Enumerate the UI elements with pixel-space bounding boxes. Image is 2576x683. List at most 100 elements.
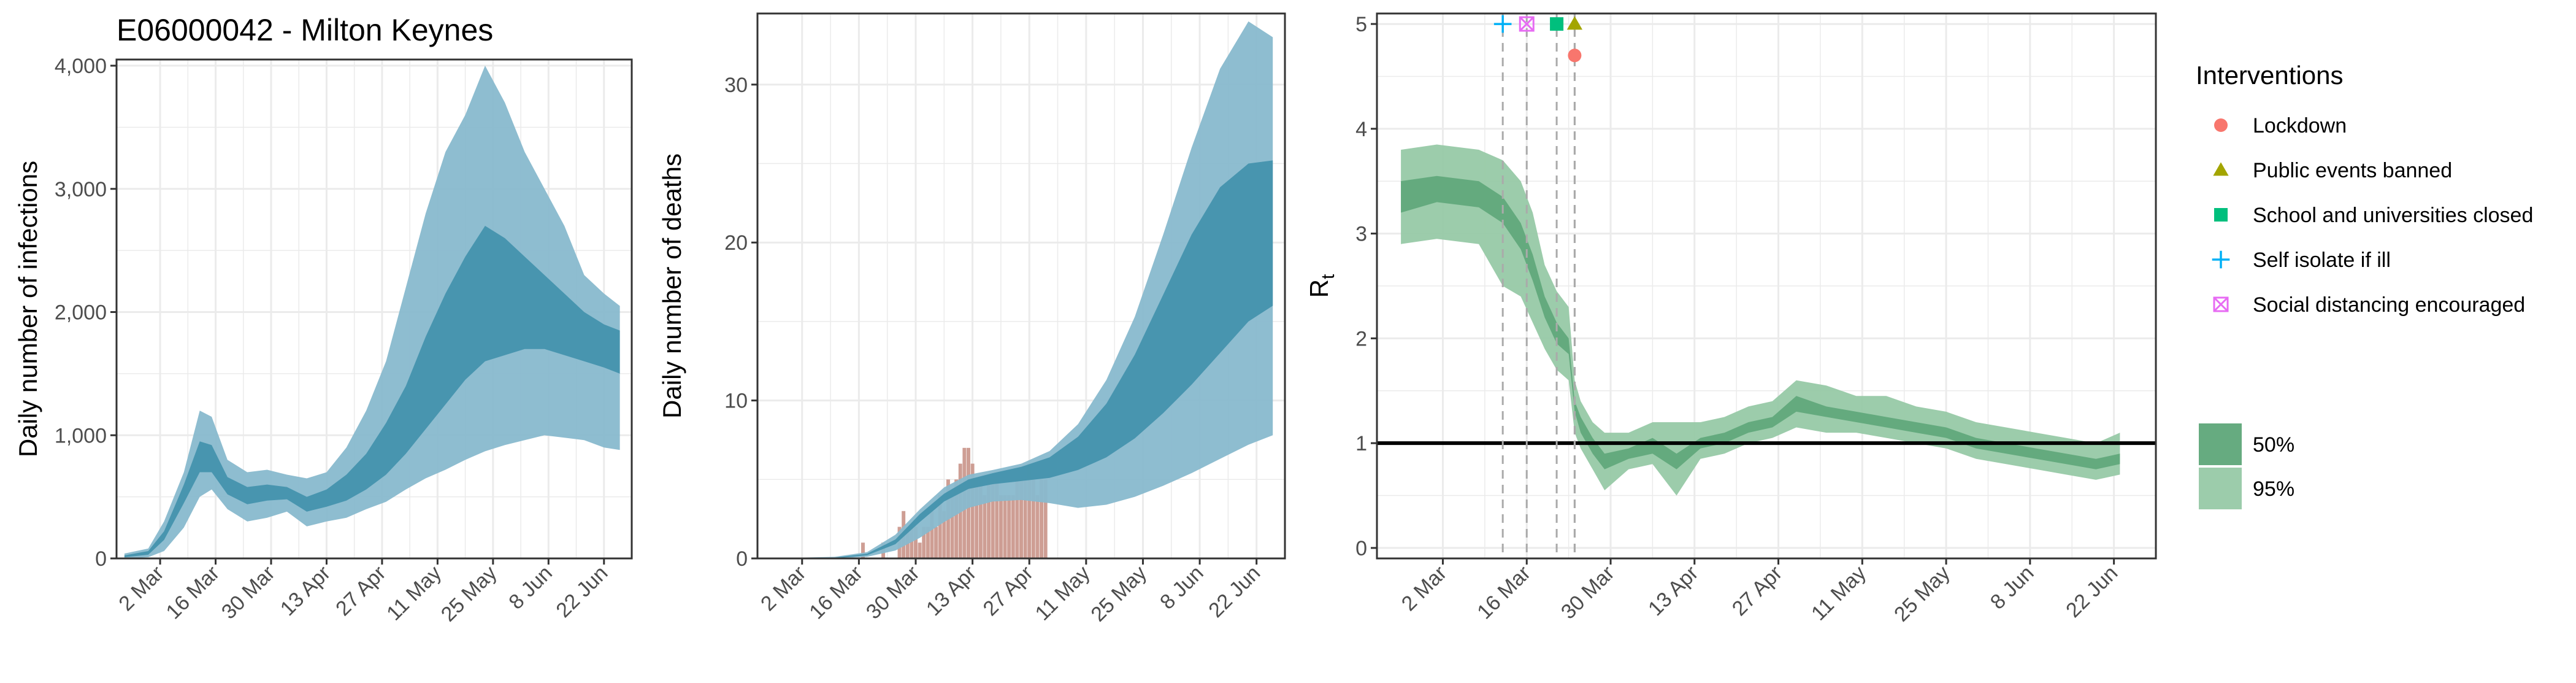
deaths-bar (1043, 479, 1048, 558)
deaths-bar (950, 495, 954, 558)
x-tick-label: 8 Jun (504, 561, 557, 614)
x-tick-label: 27 Apr (331, 561, 390, 620)
ci-band-50 (1401, 176, 2120, 469)
intervention-marker (1519, 16, 1535, 32)
legend-key-square-x (2213, 296, 2229, 312)
figure-title: E06000042 - Milton Keynes (117, 13, 493, 47)
x-tick-label: 25 May (1890, 561, 1955, 627)
deaths-bar (983, 495, 987, 558)
ci-band-95 (124, 66, 620, 558)
legend-band-swatch (2199, 468, 2242, 509)
legend-band-label: 50% (2253, 433, 2294, 457)
y-tick-label: 3,000 (55, 178, 107, 201)
y-tick-label: 10 (724, 390, 748, 413)
x-tick-label: 13 Apr (276, 561, 335, 620)
x-tick-label: 2 Mar (1397, 561, 1451, 615)
y-tick-label: 2 (1355, 327, 1367, 350)
intervention-marker (1550, 17, 1564, 31)
ci-band-95 (1401, 144, 2120, 496)
x-tick-label: 30 Mar (862, 561, 924, 624)
deaths-bar (1040, 479, 1044, 558)
deaths-bar (918, 542, 922, 558)
gridlines (1377, 14, 2156, 558)
plot-area (124, 66, 620, 558)
deaths-bar (954, 479, 959, 558)
plot-area (1377, 144, 2156, 496)
legend: Interventions Lockdown Public events banne… (2196, 61, 2533, 509)
x-tick-label: 2 Mar (114, 561, 168, 615)
x-tick-label: 25 May (437, 561, 502, 627)
deaths-bar (1027, 463, 1032, 558)
intervention-marker (1568, 48, 1582, 63)
y-axis-label-subscript: t (1318, 274, 1338, 279)
deaths-bar (987, 479, 991, 558)
deaths-bar (861, 542, 865, 558)
y-tick-label: 4,000 (55, 55, 107, 78)
x-tick-label: 16 Mar (161, 561, 224, 624)
panel-border (1376, 12, 2157, 560)
y-axis-label: Daily number of deaths (657, 153, 686, 419)
legend-key-square (2214, 208, 2228, 222)
legend-key-triangle (2213, 162, 2229, 176)
x-tick-label: 11 May (1031, 561, 1095, 625)
deaths-bar (938, 495, 942, 558)
intervention-marker (1566, 16, 1583, 30)
chart-panel-3: 0 1 2 3 4 5 2 Mar 16 Mar 30 Mar 13 Apr 27 Apr 11 Ma… (1305, 12, 2157, 626)
x-tick-label: 8 Jun (1156, 561, 1208, 614)
y-axis-label: Rt (1305, 274, 1338, 298)
y-tick-label: 0 (736, 547, 748, 571)
legend-label: Self isolate if ill (2253, 249, 2391, 272)
deaths-bar (914, 527, 918, 558)
legend-label: Social distancing encouraged (2253, 293, 2525, 317)
deaths-bar (1015, 479, 1019, 558)
legend-label: Lockdown (2253, 114, 2347, 137)
y-axis: 0 1,000 2,000 3,000 4,000 (55, 55, 117, 571)
legend-label: School and universities closed (2253, 204, 2533, 227)
deaths-bar (910, 527, 914, 558)
ci-band-50 (765, 160, 1273, 558)
x-tick-label: 13 Apr (1644, 561, 1703, 620)
y-tick-label: 3 (1355, 223, 1367, 246)
x-tick-label: 11 May (1807, 561, 1871, 625)
x-tick-label: 11 May (382, 561, 446, 625)
panel-border (115, 58, 633, 560)
x-tick-label: 27 Apr (1728, 561, 1787, 620)
x-tick-label: 2 Mar (756, 561, 810, 615)
x-tick-label: 25 May (1086, 561, 1151, 627)
panel-border (756, 12, 1286, 560)
y-tick-label: 30 (724, 74, 748, 97)
x-tick-label: 22 Jun (1204, 561, 1265, 622)
x-tick-label: 16 Mar (1473, 561, 1535, 624)
deaths-bar (926, 527, 930, 558)
deaths-bar (1003, 495, 1007, 558)
deaths-bar (934, 527, 938, 558)
deaths-bar (1007, 495, 1011, 558)
legend-key-plus (2212, 250, 2230, 269)
intervention-marker (1493, 15, 1512, 33)
legend-label: Public events banned (2253, 159, 2452, 182)
deaths-bar (978, 479, 983, 558)
y-axis: 0 10 20 30 (724, 74, 757, 571)
y-tick-label: 1 (1355, 432, 1367, 455)
deaths-bar (1011, 495, 1015, 558)
y-tick-label: 4 (1355, 118, 1367, 141)
x-tick-label: 27 Apr (979, 561, 1038, 620)
legend-title: Interventions (2196, 61, 2343, 90)
legend-key-circle (2214, 118, 2228, 132)
y-tick-label: 20 (724, 231, 748, 255)
deaths-bar (970, 463, 975, 558)
y-tick-label: 2,000 (55, 301, 107, 325)
deaths-bar (995, 479, 999, 558)
deaths-bar (942, 511, 946, 558)
x-tick-label: 30 Mar (1557, 561, 1619, 624)
y-tick-label: 0 (95, 547, 107, 571)
deaths-bar (930, 511, 934, 558)
deaths-bar (975, 479, 979, 558)
y-tick-label: 1,000 (55, 424, 107, 447)
ci-band-50 (124, 226, 620, 557)
plot-area (765, 21, 1273, 558)
x-axis: 2 Mar 16 Mar 30 Mar 13 Apr 27 Apr 11 May 25 Ma… (1397, 558, 2122, 626)
